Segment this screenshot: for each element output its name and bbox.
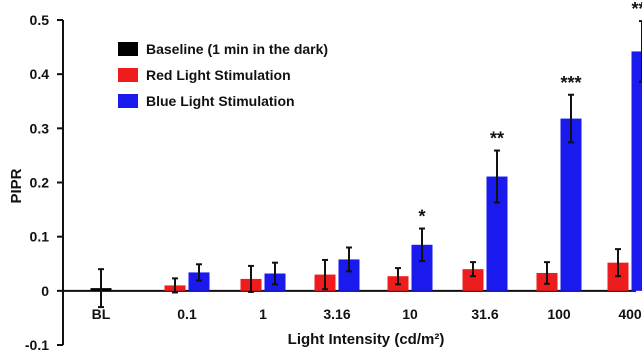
y-tick-label: 0.1 xyxy=(30,229,50,245)
error-bars xyxy=(98,20,642,309)
axes: -0.1 0 0.1 0.2 0.3 0.4 0.5 BL 0.1 1 3.16 10 31.6 100 4… xyxy=(25,12,642,352)
x-tick-label: 100 xyxy=(547,306,571,322)
bar xyxy=(188,272,210,291)
y-tick-label: 0 xyxy=(41,283,49,299)
legend: Baseline (1 min in the dark) Red Light St… xyxy=(118,41,328,109)
x-tick-label: BL xyxy=(92,306,111,322)
x-tick-label: 3.16 xyxy=(323,306,350,322)
y-tick-label: -0.1 xyxy=(25,337,49,352)
legend-label: Red Light Stimulation xyxy=(146,67,291,83)
x-tick-label: 31.6 xyxy=(471,306,498,322)
significance-markers: ********* xyxy=(418,0,642,227)
y-tick-label: 0.5 xyxy=(30,12,50,28)
bar xyxy=(462,269,484,291)
significance-marker: * xyxy=(418,207,425,227)
significance-marker: *** xyxy=(560,73,581,93)
bar xyxy=(486,176,508,291)
legend-swatch xyxy=(118,68,138,82)
bars xyxy=(90,51,642,291)
y-axis-title: PIPR xyxy=(8,168,25,203)
y-tick-label: 0.4 xyxy=(30,66,50,82)
legend-label: Blue Light Stimulation xyxy=(146,93,295,109)
bar xyxy=(338,259,360,291)
x-tick-label: 10 xyxy=(402,306,418,322)
y-tick-label: 0.2 xyxy=(30,175,50,191)
bar xyxy=(560,118,582,291)
bar xyxy=(411,244,433,291)
x-tick-label: 1 xyxy=(259,306,267,322)
bar xyxy=(631,51,642,291)
significance-marker: *** xyxy=(631,0,642,19)
legend-swatch xyxy=(118,94,138,108)
x-axis-title: Light Intensity (cd/m²) xyxy=(288,331,445,348)
x-tick-label: 400 xyxy=(618,306,642,322)
legend-label: Baseline (1 min in the dark) xyxy=(146,41,328,57)
y-tick-label: 0.3 xyxy=(30,120,50,136)
significance-marker: ** xyxy=(490,129,504,149)
x-tick-label: 0.1 xyxy=(177,306,197,322)
legend-swatch xyxy=(118,42,138,56)
